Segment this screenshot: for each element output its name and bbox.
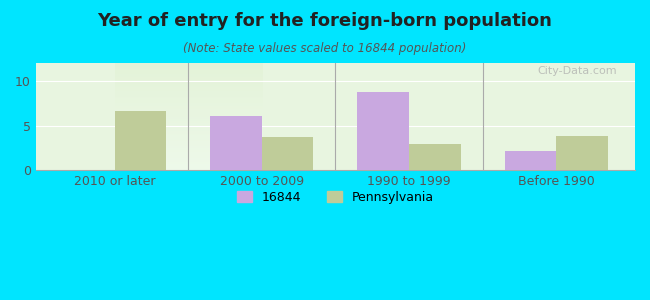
Bar	[262, 137, 313, 170]
Text: (Note: State values scaled to 16844 population): (Note: State values scaled to 16844 popu…	[183, 42, 467, 55]
Bar	[210, 116, 262, 170]
Bar	[556, 136, 608, 170]
Text: City-Data.com: City-Data.com	[538, 66, 617, 76]
Bar	[114, 111, 166, 170]
Text: Year of entry for the foreign-born population: Year of entry for the foreign-born popul…	[98, 12, 552, 30]
Bar	[409, 144, 460, 170]
Bar	[504, 151, 556, 170]
Legend: 16844, Pennsylvania: 16844, Pennsylvania	[232, 186, 439, 209]
Bar	[358, 92, 409, 170]
